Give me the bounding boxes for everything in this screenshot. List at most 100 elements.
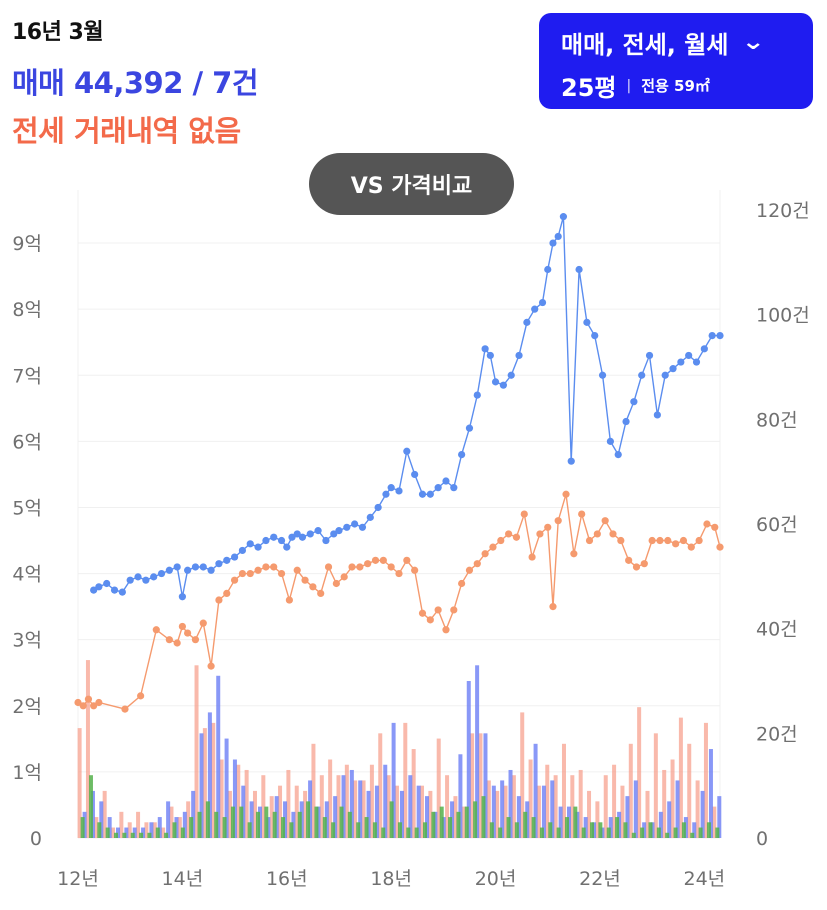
volume-bar-sale: [675, 780, 680, 838]
price-point-jeonse: [309, 583, 317, 591]
jeonse-summary: 전세 거래내역 없음: [12, 114, 241, 148]
price-point-sale: [458, 450, 466, 459]
price-point-jeonse: [301, 576, 309, 584]
price-point-sale: [374, 503, 382, 512]
volume-bar-jeonse: [169, 806, 174, 838]
volume-bar-rent: [406, 827, 411, 838]
volume-bar-sale: [408, 775, 413, 838]
x-tick-label: 22년: [579, 868, 621, 890]
price-point-jeonse: [199, 619, 207, 627]
price-point-sale: [288, 533, 296, 541]
volume-bar-sale: [491, 785, 496, 838]
price-point-sale: [238, 546, 247, 555]
volume-bar-sale: [358, 780, 363, 838]
volume-bar-jeonse: [486, 780, 491, 838]
price-point-jeonse: [277, 569, 286, 578]
price-point-sale: [645, 351, 654, 360]
price-point-sale: [559, 213, 568, 221]
price-point-jeonse: [90, 702, 98, 710]
price-point-jeonse: [411, 566, 419, 574]
price-point-jeonse: [593, 530, 601, 538]
volume-bar-jeonse: [136, 811, 141, 838]
price-point-sale: [134, 573, 142, 581]
volume-bar-rent: [389, 801, 394, 838]
price-point-sale: [538, 298, 547, 307]
price-line-sale: [93, 216, 720, 597]
volume-bar-sale: [533, 743, 538, 838]
deal-type-area-selector[interactable]: 매매, 전세, 월세 ⌄ 25평 | 전용 59㎡: [539, 13, 813, 109]
price-chart[interactable]: 0 1억 2억 3억 4억 5억 6억 7억 8억 9억 0 20건 40건 60건 80건 100건 120건…: [0, 185, 827, 910]
volume-bar-jeonse: [303, 790, 308, 838]
price-point-jeonse: [562, 490, 570, 498]
volume-bar-rent: [473, 801, 478, 838]
volume-bar-jeonse: [361, 780, 366, 838]
volume-bar-rent: [264, 806, 269, 838]
volume-bar-rent: [681, 822, 686, 838]
price-point-sale: [351, 520, 359, 528]
volume-bar-rent: [147, 832, 152, 838]
price-point-sale: [306, 530, 314, 538]
price-point-sale: [165, 566, 173, 574]
y-left-tick-label: 4억: [12, 564, 42, 586]
volume-bar-jeonse: [553, 775, 558, 838]
volume-bar-jeonse: [211, 722, 216, 838]
price-point-sale: [387, 484, 395, 492]
price-point-sale: [661, 371, 669, 379]
volume-bar-jeonse: [461, 806, 466, 838]
volume-bar-rent: [80, 817, 85, 838]
volume-bar-rent: [706, 822, 711, 838]
volume-bar-rent: [122, 832, 127, 838]
price-point-jeonse: [664, 536, 672, 545]
volume-bar-rent: [289, 822, 294, 838]
price-point-sale: [575, 265, 583, 274]
volume-bar-jeonse: [294, 785, 299, 838]
volume-bar-sale: [391, 722, 396, 838]
price-point-sale: [700, 345, 708, 353]
volume-bar-jeonse: [695, 780, 700, 838]
price-point-jeonse: [95, 698, 103, 707]
vs-compare-button[interactable]: VS 가격비교: [309, 153, 514, 215]
volume-bar-rent: [222, 817, 227, 838]
volume-bar-rent: [331, 822, 336, 838]
volume-bar-rent: [506, 817, 511, 838]
volume-bar-rent: [230, 806, 235, 838]
volume-bar-rent: [88, 775, 93, 838]
volume-bar-jeonse: [528, 759, 533, 838]
price-point-jeonse: [293, 566, 301, 574]
volume-bar-sale: [333, 796, 338, 838]
volume-bar-jeonse: [520, 712, 525, 838]
price-point-jeonse: [711, 523, 719, 531]
volume-bar-rent: [164, 832, 169, 838]
price-point-jeonse: [340, 573, 348, 581]
price-point-sale: [322, 536, 330, 545]
price-point-jeonse: [379, 556, 387, 564]
price-point-jeonse: [348, 563, 356, 571]
volume-bar-jeonse: [328, 759, 333, 838]
volume-bar-jeonse: [645, 790, 650, 838]
price-point-sale: [262, 536, 270, 545]
price-point-jeonse: [442, 626, 450, 634]
price-point-sale: [554, 232, 562, 241]
volume-bar-rent: [498, 827, 503, 838]
price-point-sale: [103, 579, 111, 588]
price-point-jeonse: [238, 569, 247, 578]
price-point-sale: [583, 318, 591, 326]
price-point-jeonse: [184, 629, 192, 637]
volume-bar-jeonse: [394, 785, 399, 838]
volume-bar-jeonse: [470, 733, 475, 838]
price-point-jeonse: [512, 533, 521, 541]
price-point-jeonse: [632, 563, 641, 571]
price-point-sale: [403, 447, 411, 455]
price-point-jeonse: [137, 692, 145, 700]
exclusive-area-label: 전용 59㎡: [641, 77, 710, 95]
price-point-jeonse: [609, 530, 617, 538]
price-point-jeonse: [418, 609, 427, 617]
price-point-sale: [298, 533, 307, 541]
volume-bar-jeonse: [511, 775, 516, 838]
volume-bar-rent: [297, 811, 302, 838]
price-point-sale: [606, 437, 614, 445]
price-point-jeonse: [497, 536, 505, 545]
price-point-jeonse: [716, 543, 724, 551]
volume-bar-sale: [374, 785, 379, 838]
volume-bar-jeonse: [261, 775, 266, 838]
